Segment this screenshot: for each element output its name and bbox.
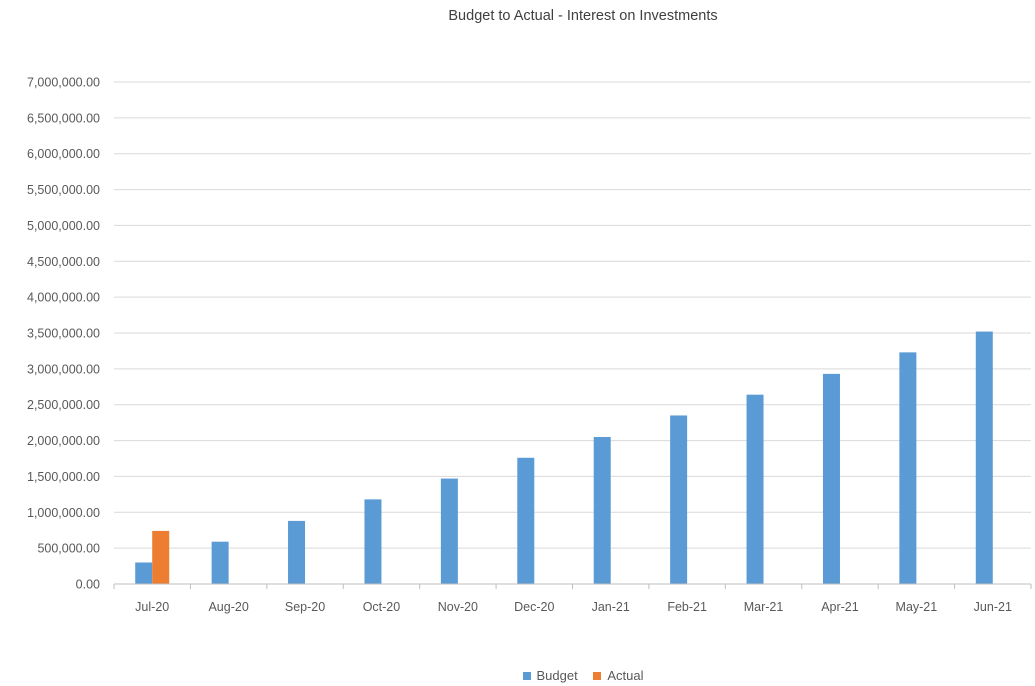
y-tick-label: 6,500,000.00 bbox=[27, 111, 100, 125]
bar-actual-jul-20 bbox=[152, 530, 170, 584]
x-tick-label: Mar-21 bbox=[744, 600, 784, 614]
legend: Budget Actual bbox=[0, 668, 1035, 683]
bar-budget-mar-21 bbox=[746, 394, 764, 584]
y-tick-label: 3,500,000.00 bbox=[27, 327, 100, 341]
y-tick-label: 6,000,000.00 bbox=[27, 147, 100, 161]
x-tick-label: Aug-20 bbox=[208, 600, 248, 614]
bar-budget-jun-21 bbox=[975, 331, 993, 584]
legend-swatch-actual bbox=[593, 671, 602, 680]
legend-item-budget: Budget bbox=[522, 668, 578, 683]
bar-budget-may-21 bbox=[899, 352, 917, 584]
x-tick-label: Sep-20 bbox=[285, 600, 325, 614]
bar-budget-nov-20 bbox=[440, 478, 458, 584]
x-tick-label: Feb-21 bbox=[667, 600, 707, 614]
x-tick-label: Apr-21 bbox=[821, 600, 859, 614]
x-axis-tick-labels: Jul-20 Aug-20 Sep-20 Oct-20 Nov-20 Dec-20 Jan-… bbox=[135, 600, 1012, 614]
x-tick-label: May-21 bbox=[896, 600, 938, 614]
y-tick-label: 4,000,000.00 bbox=[27, 291, 100, 305]
bars bbox=[135, 331, 993, 584]
bar-budget-jul-20 bbox=[135, 562, 153, 584]
y-tick-label: 500,000.00 bbox=[37, 542, 100, 556]
y-tick-label: 2,500,000.00 bbox=[27, 398, 100, 412]
legend-item-actual: Actual bbox=[593, 668, 643, 683]
x-tick-label: Jun-21 bbox=[974, 600, 1012, 614]
y-tick-label: 5,500,000.00 bbox=[27, 183, 100, 197]
bar-budget-dec-20 bbox=[517, 457, 535, 584]
x-tick-label: Oct-20 bbox=[363, 600, 401, 614]
y-tick-label: 5,000,000.00 bbox=[27, 219, 100, 233]
legend-label-actual: Actual bbox=[607, 668, 644, 683]
bar-budget-oct-20 bbox=[364, 499, 382, 584]
y-tick-label: 4,500,000.00 bbox=[27, 255, 100, 269]
bar-budget-jan-21 bbox=[593, 436, 611, 584]
legend-swatch-budget bbox=[522, 671, 531, 680]
x-tick-label: Dec-20 bbox=[514, 600, 554, 614]
bar-budget-apr-21 bbox=[822, 373, 840, 584]
x-tick-label: Jul-20 bbox=[135, 600, 169, 614]
bar-budget-sep-20 bbox=[288, 520, 306, 584]
chart-title: Budget to Actual - Interest on Investmen… bbox=[448, 8, 718, 24]
x-tick-label: Nov-20 bbox=[438, 600, 478, 614]
x-tick-label: Jan-21 bbox=[592, 600, 630, 614]
y-tick-label: 3,000,000.00 bbox=[27, 362, 100, 376]
y-tick-label: 0.00 bbox=[76, 578, 100, 592]
bar-budget-aug-20 bbox=[211, 541, 229, 584]
x-axis bbox=[113, 583, 1032, 589]
gridlines bbox=[114, 81, 1031, 549]
y-tick-label: 7,000,000.00 bbox=[27, 76, 100, 90]
y-tick-label: 1,000,000.00 bbox=[27, 506, 100, 520]
bar-budget-feb-21 bbox=[670, 415, 688, 584]
y-axis-tick-labels: 0.00 500,000.00 1,000,000.00 1,500,000.00 2,… bbox=[27, 76, 100, 592]
legend-label-budget: Budget bbox=[536, 668, 578, 683]
y-tick-label: 2,000,000.00 bbox=[27, 434, 100, 448]
y-tick-label: 1,500,000.00 bbox=[27, 470, 100, 484]
